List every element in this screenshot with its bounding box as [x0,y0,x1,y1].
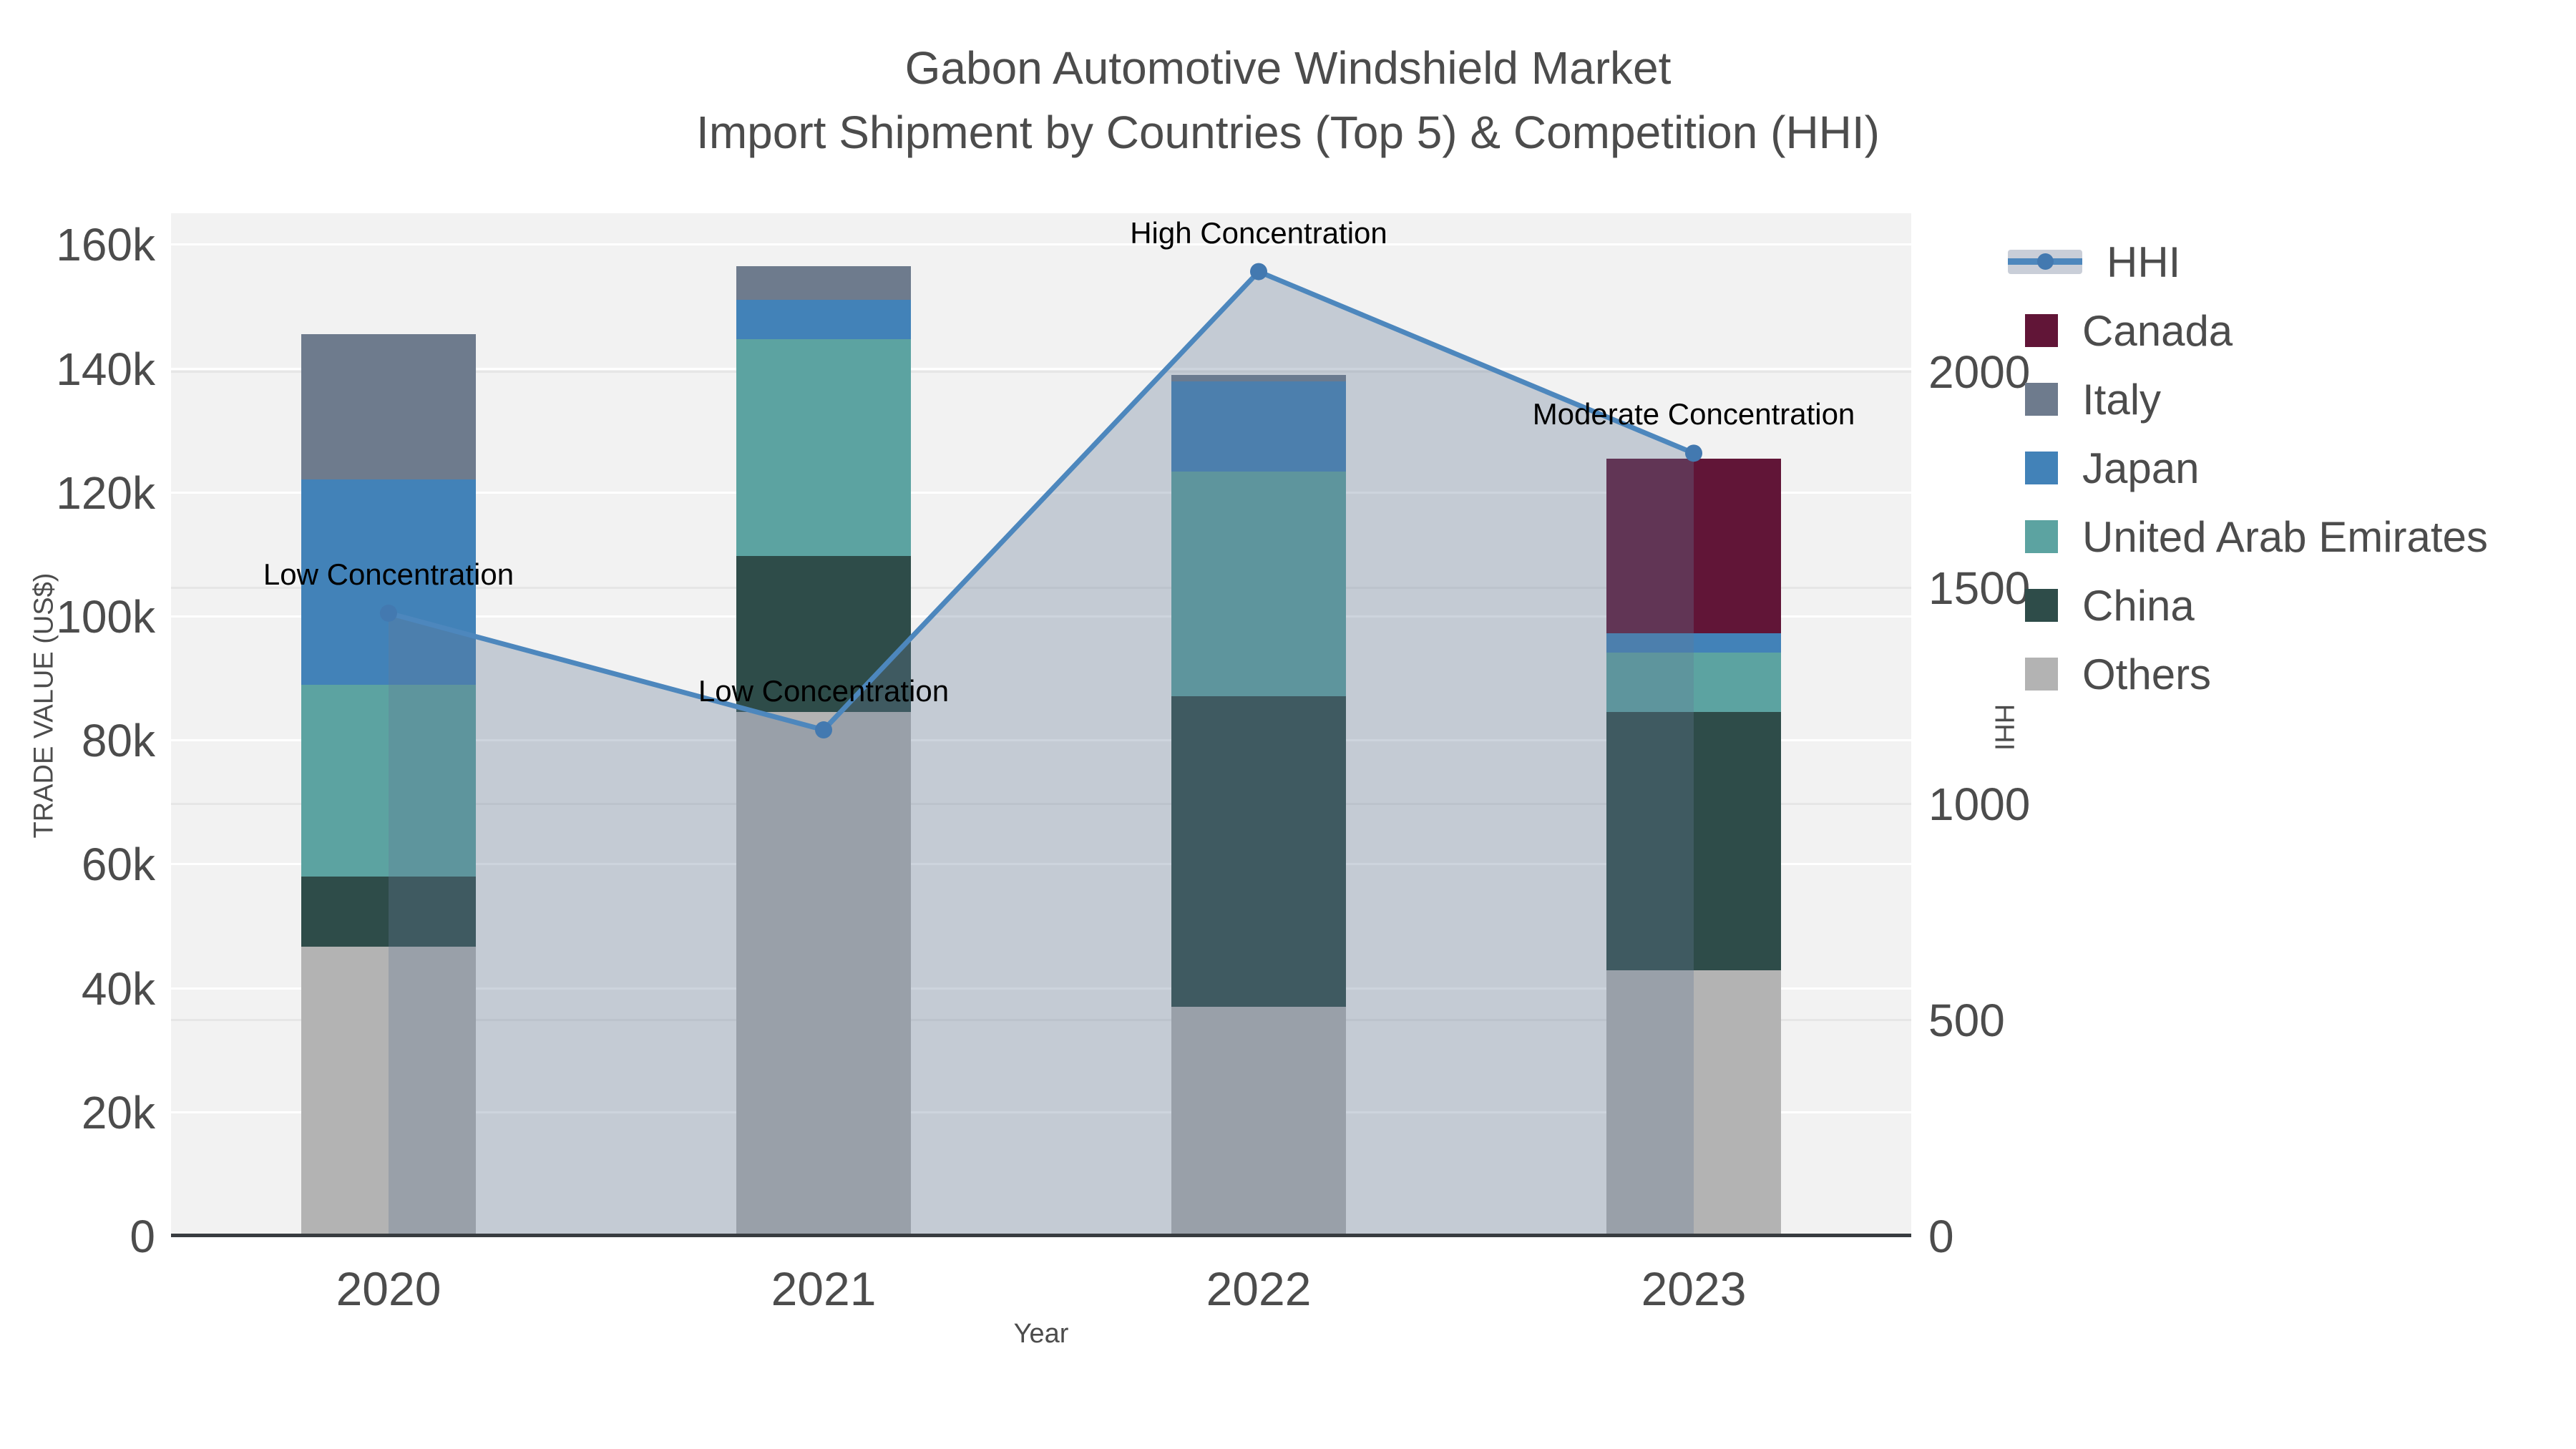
y2-tick-0: 0 [1928,1211,1954,1262]
gridline-hhi [171,802,1911,805]
legend-hhi-line-icon [2008,250,2082,274]
hhi-marker-2023[interactable] [1685,444,1702,462]
legend-item-others[interactable]: Others [2008,648,2211,700]
y-tick-0: 0 [130,1211,155,1262]
bar-segment-canada-2023[interactable] [1606,458,1781,634]
legend-item-italy[interactable]: Italy [2008,374,2161,425]
bar-segment-china-2023[interactable] [1606,712,1781,971]
legend-item-canada[interactable]: Canada [2008,305,2233,356]
x-axis-title: Year [1013,1319,1069,1349]
y2-tick-1500: 1500 [1928,562,2031,614]
y-tick-160k: 160k [56,219,155,271]
bar-segment-china-2022[interactable] [1171,696,1346,1008]
annotation-2020: Low Concentration [263,557,514,591]
chart-title: Gabon Automotive Windshield Market [904,42,1672,94]
annotation-2023: Moderate Concentration [1532,397,1855,431]
y-tick-60k: 60k [81,839,155,891]
plot-area [171,213,1911,1236]
x-tick-2021: 2021 [771,1262,877,1315]
bar-segment-united-arab-emirates-2020[interactable] [301,685,476,877]
bar-segment-japan-2021[interactable] [736,300,911,339]
hhi-marker-2022[interactable] [1250,263,1267,280]
bar-segment-others-2020[interactable] [301,946,476,1236]
legend-swatch-icon [2025,520,2058,553]
y2-tick-1000: 1000 [1928,778,2031,830]
bar-segment-united-arab-emirates-2021[interactable] [736,338,911,556]
gridline-trade-value [171,491,1911,494]
legend-label: HHI [2107,238,2181,286]
gridline-trade-value [171,1111,1911,1113]
gridline-trade-value [171,987,1911,990]
x-tick-2020: 2020 [336,1262,441,1315]
gridline-hhi [171,370,1911,373]
y-tick-20k: 20k [81,1086,155,1138]
bar-segment-italy-2020[interactable] [301,333,476,480]
legend-swatch-icon [2025,658,2058,691]
y2-tick-2000: 2000 [1928,346,2031,398]
bar-segment-china-2021[interactable] [736,555,911,713]
hhi-marker-2020[interactable] [380,604,397,622]
gridline-trade-value [171,243,1911,246]
bar-segment-japan-2020[interactable] [301,479,476,686]
gridline-trade-value [171,615,1911,618]
legend-item-china[interactable]: China [2008,580,2195,631]
annotation-2022: High Concentration [1130,215,1387,250]
legend-label: Japan [2082,444,2200,492]
x-axis-line [171,1234,1911,1237]
hhi-marker-2021[interactable] [815,721,832,739]
gridline-hhi [171,586,1911,589]
legend-label: United Arab Emirates [2082,512,2488,561]
legend-swatch-icon [2025,383,2058,416]
bar-segment-japan-2023[interactable] [1606,633,1781,653]
legend-swatch-icon [2025,589,2058,622]
bar-segment-united-arab-emirates-2023[interactable] [1606,653,1781,713]
gridline-hhi [171,1018,1911,1021]
legend-label: Others [2082,650,2212,698]
gridline-trade-value [171,739,1911,742]
annotation-2021: Low Concentration [698,674,950,708]
x-tick-2023: 2023 [1641,1262,1747,1315]
bar-segment-italy-2021[interactable] [736,266,911,301]
y2-axis-title: HHI [1989,703,2019,751]
chart-subtitle: Import Shipment by Countries (Top 5) & C… [696,107,1880,158]
legend-swatch-icon [2025,452,2058,484]
legend-label: Canada [2082,306,2233,355]
legend-item-japan[interactable]: Japan [2008,442,2199,494]
bar-segment-others-2023[interactable] [1606,970,1781,1236]
y-tick-120k: 120k [56,467,155,519]
legend-item-hhi[interactable]: HHI [2008,236,2180,288]
gridline-trade-value [171,863,1911,866]
legend-label: Italy [2082,375,2162,424]
hhi-line [388,268,1695,733]
y2-tick-500: 500 [1928,994,2005,1046]
bar-segment-italy-2022[interactable] [1171,375,1346,381]
y-axis-title: TRADE VALUE (US$) [29,572,59,839]
gridline-trade-value [171,367,1911,370]
y-tick-140k: 140k [56,343,155,395]
bar-segment-china-2020[interactable] [301,876,476,947]
bar-segment-others-2022[interactable] [1171,1007,1346,1236]
bar-segment-others-2021[interactable] [736,712,911,1236]
y-tick-100k: 100k [56,590,155,643]
y-tick-80k: 80k [81,715,155,767]
bar-segment-japan-2022[interactable] [1171,381,1346,472]
bar-segment-united-arab-emirates-2022[interactable] [1171,472,1346,696]
hhi-area-fill [389,271,1694,1236]
legend-label: China [2082,581,2195,630]
legend-swatch-icon [2025,314,2058,347]
y-tick-40k: 40k [81,962,155,1015]
legend-item-united-arab-emirates[interactable]: United Arab Emirates [2008,511,2488,562]
hhi-overlay [380,263,1702,1236]
x-tick-2022: 2022 [1206,1262,1312,1315]
